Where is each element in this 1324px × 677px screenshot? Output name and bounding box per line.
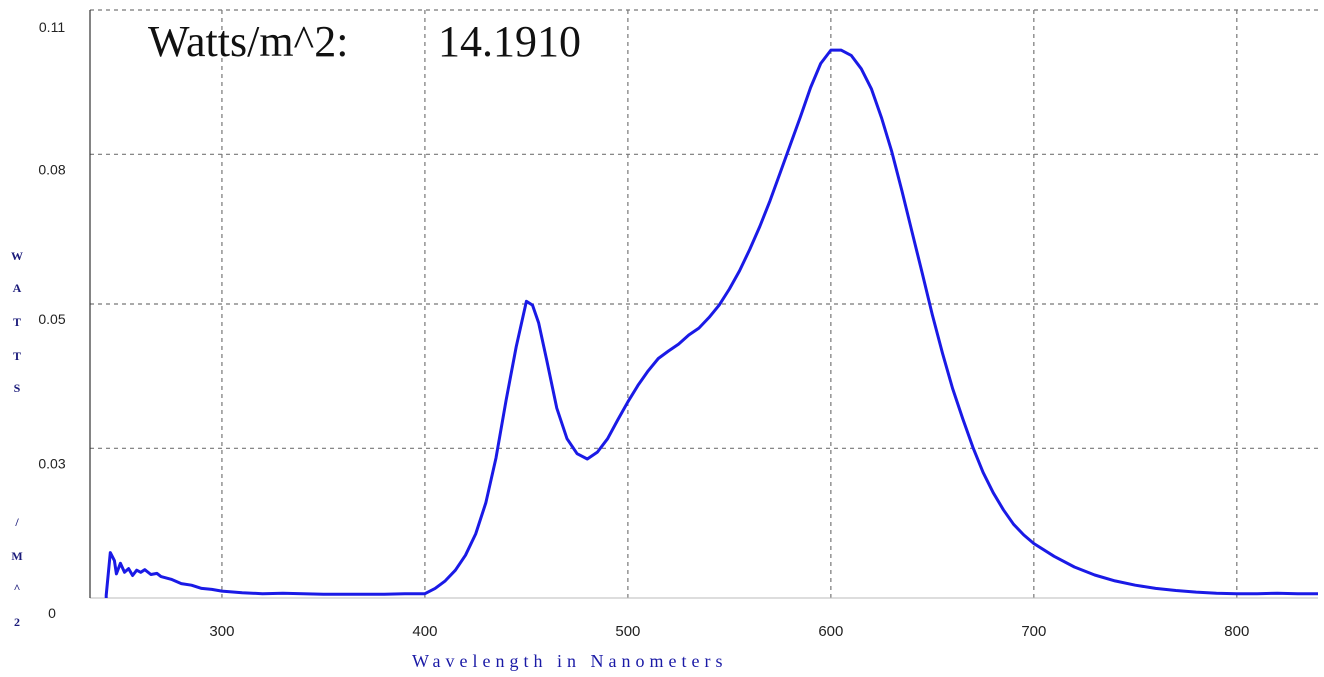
y-tick-label: 0 — [48, 605, 56, 621]
y-axis-label-letter: S — [14, 381, 21, 395]
x-tick-label: 400 — [412, 623, 437, 640]
x-tick-label: 800 — [1224, 623, 1249, 640]
y-axis-label-letter: 2 — [14, 615, 20, 629]
readout-value: 14.1910 — [438, 17, 581, 66]
x-axis-label: Wavelength in Nanometers — [412, 651, 728, 671]
x-tick-label: 500 — [615, 623, 640, 640]
y-axis-label-letter: T — [13, 349, 21, 363]
y-axis-label-letter: W — [11, 249, 23, 263]
x-tick-label: 600 — [818, 623, 843, 640]
x-tick-labels: 300 400 500 600 700 800 — [209, 623, 1249, 640]
y-axis-label-letter: A — [13, 281, 22, 295]
y-axis-label-letter: / — [14, 515, 19, 529]
y-tick-label: 0.03 — [38, 455, 65, 471]
y-tick-label: 0.08 — [38, 161, 65, 177]
x-tick-label: 700 — [1021, 623, 1046, 640]
series-line — [104, 48, 1318, 598]
readout-label: Watts/m^2: — [148, 17, 348, 66]
x-tick-label: 300 — [209, 623, 234, 640]
y-axis-label-letter: M — [11, 549, 22, 563]
y-tick-label: 0.05 — [38, 311, 65, 327]
y-axis-label-letter: T — [13, 315, 21, 329]
grid-lines — [90, 9, 1318, 599]
y-axis-label: W A T T S / M ^ 2 — [11, 249, 23, 629]
y-tick-label: 0.11 — [39, 19, 65, 35]
y-axis-label-letter: ^ — [14, 581, 21, 595]
y-tick-labels: 0 0.03 0.05 0.08 0.11 — [38, 19, 65, 621]
